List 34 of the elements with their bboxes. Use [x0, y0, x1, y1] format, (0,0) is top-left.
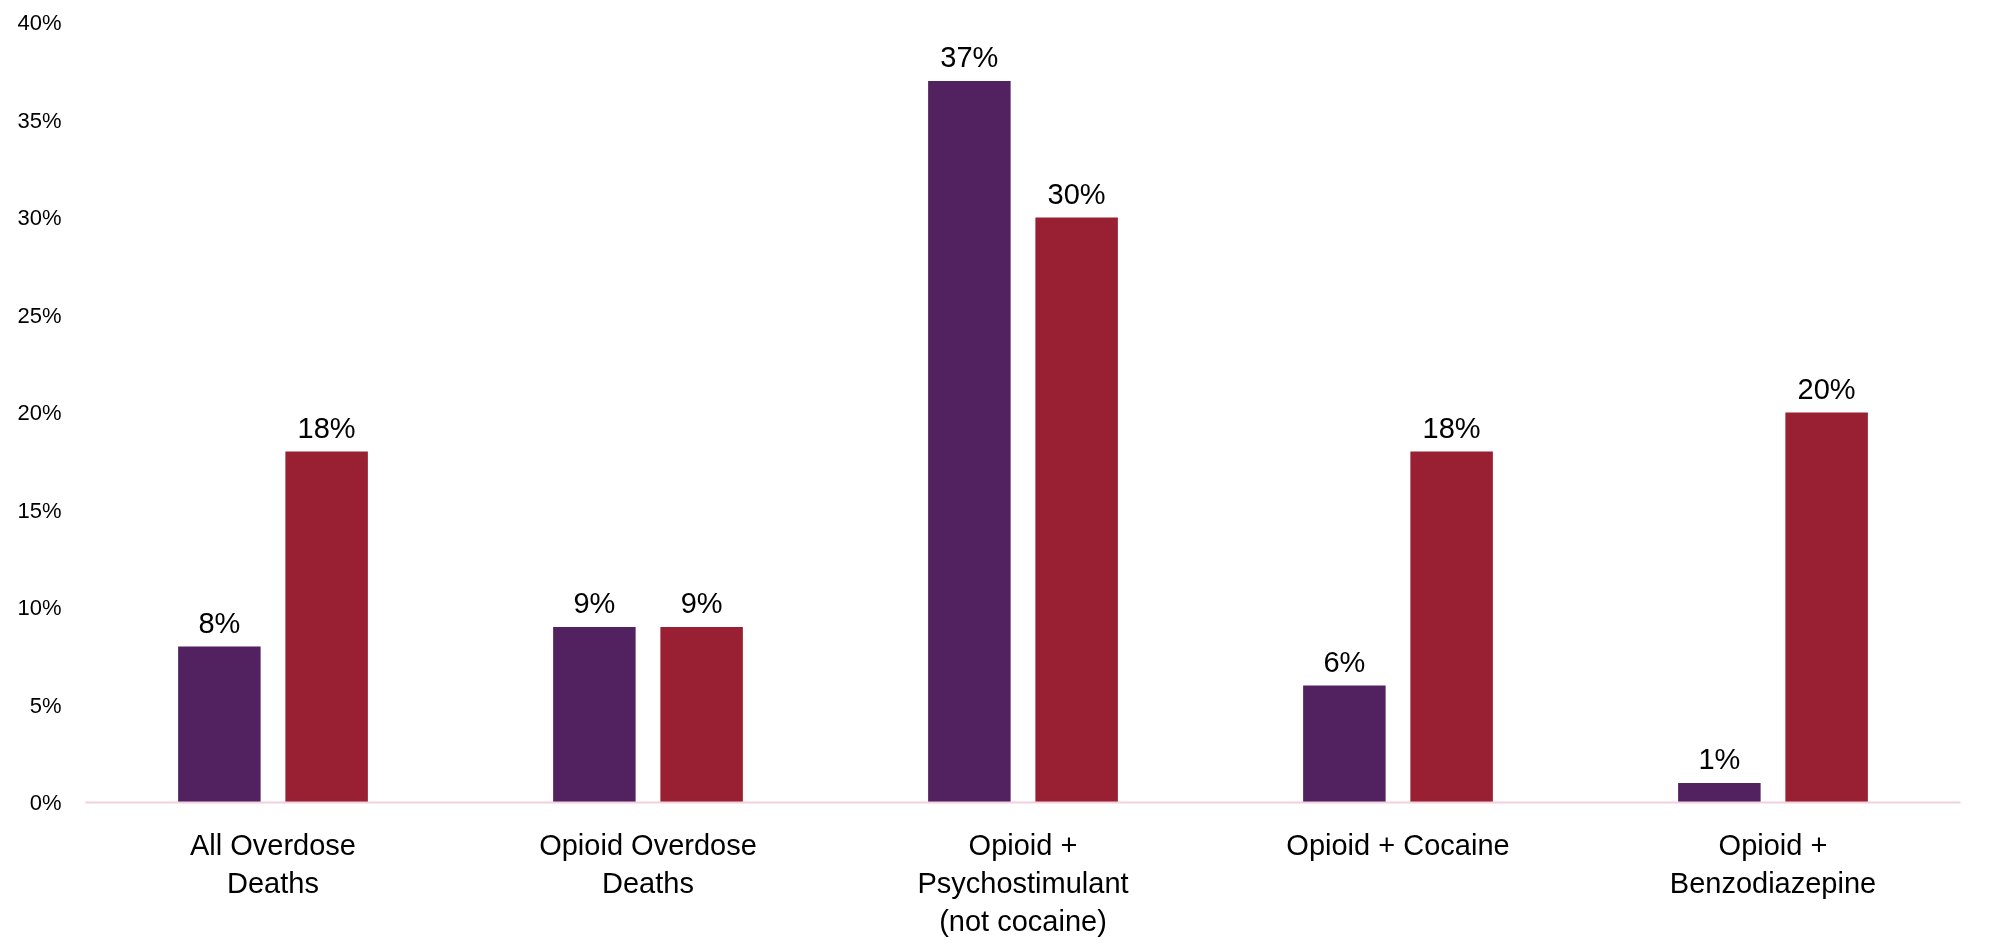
bar	[285, 451, 368, 803]
data-label: 9%	[680, 587, 723, 619]
data-label: 37%	[940, 41, 999, 73]
x-tick-label: All Overdose Deaths	[189, 828, 357, 899]
y-tick-label: 35%	[17, 107, 62, 133]
bar	[1785, 412, 1868, 803]
x-tick-label: Opioid + Cocaine	[1286, 828, 1510, 861]
data-label: 8%	[198, 606, 241, 639]
bar	[928, 81, 1011, 803]
y-tick-label: 40%	[17, 10, 62, 35]
data-label: 18%	[297, 411, 356, 444]
bar	[660, 627, 743, 803]
x-tick-label: Opioid + Psychostimulant (not cocaine)	[917, 828, 1129, 938]
bar	[1035, 217, 1118, 803]
data-label: 18%	[1422, 411, 1481, 444]
bar	[1410, 451, 1493, 803]
y-tick-label: 30%	[17, 205, 62, 230]
data-label: 20%	[1797, 372, 1856, 405]
bar	[553, 627, 636, 803]
y-tick-label: 5%	[29, 692, 62, 718]
data-label: 6%	[1323, 645, 1366, 678]
y-tick-label: 20%	[17, 400, 62, 425]
data-label: 30%	[1047, 177, 1106, 210]
data-label: 1%	[1698, 743, 1741, 775]
y-tick-label: 25%	[17, 302, 62, 328]
y-tick-label: 10%	[17, 595, 62, 620]
x-tick-label: Opioid + Benzodiazepine	[1669, 828, 1877, 899]
y-tick-label: 15%	[17, 497, 62, 523]
y-tick-label: 0%	[29, 790, 62, 815]
data-label: 9%	[573, 587, 616, 619]
bar	[1303, 685, 1386, 803]
bar	[1678, 783, 1761, 803]
bar	[178, 646, 261, 803]
x-tick-label: Opioid Overdose Deaths	[539, 828, 757, 899]
